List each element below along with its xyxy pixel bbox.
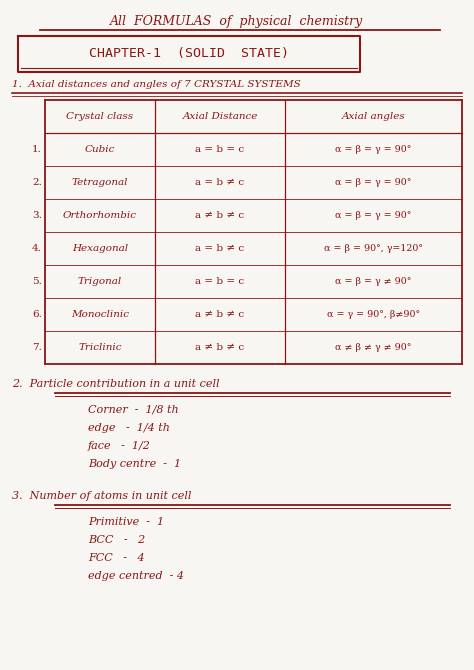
Text: α ≠ β ≠ γ ≠ 90°: α ≠ β ≠ γ ≠ 90° (335, 343, 412, 352)
Text: Orthorhombic: Orthorhombic (63, 211, 137, 220)
Text: a = b = c: a = b = c (195, 277, 245, 286)
Text: 1.: 1. (32, 145, 42, 154)
Text: a ≠ b ≠ c: a ≠ b ≠ c (195, 211, 245, 220)
Text: α = β = γ ≠ 90°: α = β = γ ≠ 90° (335, 277, 412, 286)
Text: Trigonal: Trigonal (78, 277, 122, 286)
Text: a = b = c: a = b = c (195, 145, 245, 154)
Text: a ≠ b ≠ c: a ≠ b ≠ c (195, 343, 245, 352)
Text: 2.: 2. (32, 178, 42, 187)
Text: a = b ≠ c: a = b ≠ c (195, 178, 245, 187)
Text: FCC   -   4: FCC - 4 (88, 553, 145, 563)
Text: Primitive  -  1: Primitive - 1 (88, 517, 164, 527)
Text: Body centre  -  1: Body centre - 1 (88, 459, 181, 469)
Text: 6.: 6. (32, 310, 42, 319)
Text: α = γ = 90°, β≠90°: α = γ = 90°, β≠90° (327, 310, 420, 319)
Text: 2.  Particle contribution in a unit cell: 2. Particle contribution in a unit cell (12, 379, 219, 389)
Text: 5.: 5. (32, 277, 42, 286)
Text: Corner  -  1/8 th: Corner - 1/8 th (88, 405, 179, 415)
Text: BCC   -   2: BCC - 2 (88, 535, 145, 545)
Text: α = β = 90°, γ=120°: α = β = 90°, γ=120° (324, 244, 423, 253)
Text: Tetragonal: Tetragonal (72, 178, 128, 187)
Text: α = β = γ = 90°: α = β = γ = 90° (335, 211, 412, 220)
Text: Cubic: Cubic (85, 145, 115, 154)
Text: Hexagonal: Hexagonal (72, 244, 128, 253)
Text: All  FORMULAS  of  physical  chemistry: All FORMULAS of physical chemistry (110, 15, 364, 28)
Text: face   -  1/2: face - 1/2 (88, 441, 151, 451)
Text: 4.: 4. (32, 244, 42, 253)
Text: edge   -  1/4 th: edge - 1/4 th (88, 423, 170, 433)
Text: Triclinic: Triclinic (78, 343, 122, 352)
Text: 7.: 7. (32, 343, 42, 352)
Text: CHAPTER-1  (SOLID  STATE): CHAPTER-1 (SOLID STATE) (89, 48, 289, 60)
Text: a = b ≠ c: a = b ≠ c (195, 244, 245, 253)
Text: 1.  Axial distances and angles of 7 CRYSTAL SYSTEMS: 1. Axial distances and angles of 7 CRYST… (12, 80, 301, 89)
Text: Crystal class: Crystal class (66, 112, 134, 121)
Text: 3.  Number of atoms in unit cell: 3. Number of atoms in unit cell (12, 491, 191, 501)
Text: 3.: 3. (32, 211, 42, 220)
Text: a ≠ b ≠ c: a ≠ b ≠ c (195, 310, 245, 319)
Text: edge centred  - 4: edge centred - 4 (88, 571, 184, 581)
Text: α = β = γ = 90°: α = β = γ = 90° (335, 178, 412, 187)
Text: α = β = γ = 90°: α = β = γ = 90° (335, 145, 412, 154)
Text: Axial Distance: Axial Distance (182, 112, 258, 121)
Text: Axial angles: Axial angles (342, 112, 405, 121)
Text: Monoclinic: Monoclinic (71, 310, 129, 319)
